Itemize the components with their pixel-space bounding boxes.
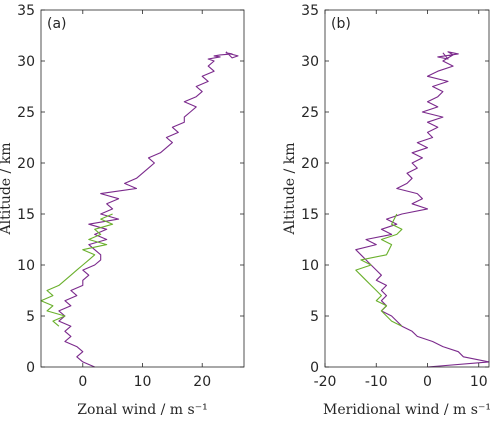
y-axis-title: Altitude / km [282,143,298,236]
y-tick-label: 5 [310,309,319,325]
y-tick-label: 10 [17,258,35,274]
x-tick-label: -10 [365,374,388,390]
panel-b: 0 5 10 15 20 25 30 35 -20 -10 0 10 (b) Meridional win… [282,3,491,418]
y-tick-label: 0 [26,360,35,376]
y-tick-label: 15 [301,207,319,223]
series-line-0 [355,51,490,368]
panel-label: (b) [331,16,351,32]
y-tick-label: 35 [17,3,35,19]
axes-box [40,9,245,368]
series-line-0 [58,51,239,368]
panel-a: 0 5 10 15 20 25 30 35 0 10 20 (a) Zonal wind / m s⁻¹… [0,3,245,418]
y-tick-label: 30 [301,54,319,70]
y-tick-label: 20 [301,156,319,172]
axes-box [324,9,490,368]
y-tick-label: 15 [17,207,35,223]
y-tick-label: 25 [301,105,319,121]
y-axis-title: Altitude / km [0,143,14,236]
y-tick-label: 35 [301,3,319,19]
panel-label: (a) [47,16,67,32]
y-tick-label: 0 [310,360,319,376]
y-tick-label: 5 [26,309,35,325]
x-tick-label: 0 [423,374,432,390]
y-tick-label: 10 [301,258,319,274]
x-axis-title: Meridional wind / m s⁻¹ [323,402,491,418]
y-tick-label: 20 [17,156,35,172]
y-tick-label: 30 [17,54,35,70]
x-tick-label: 10 [134,374,152,390]
x-axis-title: Zonal wind / m s⁻¹ [77,402,207,418]
series-line-1 [355,213,403,327]
series-line-1 [40,213,114,327]
x-tick-label: 20 [193,374,211,390]
x-tick-label: 0 [78,374,87,390]
x-tick-label: -20 [314,374,337,390]
y-tick-label: 25 [17,105,35,121]
x-tick-label: 10 [470,374,488,390]
